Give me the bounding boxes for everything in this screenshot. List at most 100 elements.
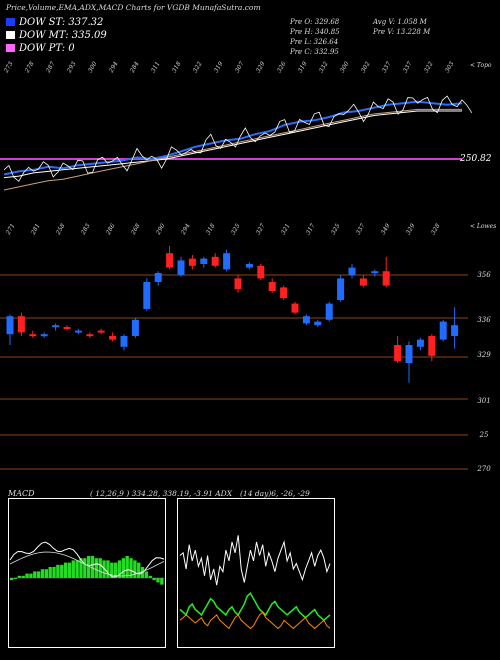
candle-body bbox=[17, 316, 25, 333]
candle-body bbox=[143, 282, 151, 309]
candle-top-label: 321 bbox=[280, 223, 292, 236]
macd-histogram-bar bbox=[94, 558, 99, 578]
candle-body bbox=[188, 258, 196, 266]
adx-line bbox=[179, 535, 331, 586]
candle-body bbox=[245, 264, 253, 268]
candle-body bbox=[314, 321, 322, 326]
stat-low: Pre L: 326.64 bbox=[290, 38, 339, 46]
candle-body bbox=[439, 321, 447, 340]
legend-label-mt: DOW MT: 335.09 bbox=[19, 30, 107, 41]
macd-histogram-bar bbox=[17, 575, 22, 578]
plus-di-line bbox=[179, 592, 331, 622]
candle-body bbox=[428, 336, 436, 356]
macd-histogram-bar bbox=[113, 562, 118, 578]
candle-body bbox=[291, 303, 299, 313]
macd-histogram-bar bbox=[117, 560, 122, 578]
macd-histogram-bar bbox=[137, 562, 141, 578]
candle-axis-label: 329 bbox=[477, 351, 491, 359]
macd-histogram-bar bbox=[21, 575, 25, 578]
ema-corner-label: < Topo bbox=[470, 62, 492, 69]
candle-top-label: 294 bbox=[179, 222, 191, 236]
candle-axis-label: 336 bbox=[477, 316, 491, 324]
candle-top-label: 283 bbox=[79, 222, 91, 236]
macd-histogram-bar bbox=[133, 560, 137, 578]
candle-body bbox=[394, 345, 402, 362]
legend-dow-st: DOW ST: 337.32 bbox=[6, 17, 103, 28]
candle-top-label: 286 bbox=[104, 222, 116, 236]
macd-histogram-bar bbox=[106, 560, 110, 578]
candle-body bbox=[177, 260, 185, 275]
candle-top-label: 317 bbox=[305, 222, 317, 236]
macd-histogram-bar bbox=[52, 567, 56, 578]
macd-histogram-bar bbox=[156, 578, 160, 583]
macd-histogram-bar bbox=[63, 562, 68, 578]
candle-body bbox=[120, 336, 128, 347]
macd-histogram-bar bbox=[67, 562, 72, 578]
ema-top-label: 329 bbox=[255, 60, 267, 74]
candle-top-label: 327 bbox=[255, 222, 267, 236]
legend-dow-pt: DOW PT: 0 bbox=[6, 43, 75, 54]
candle-top-label: 271 bbox=[4, 223, 16, 237]
candle-top-label: 318 bbox=[205, 222, 217, 236]
macd-histogram-bar bbox=[60, 564, 64, 578]
candle-body bbox=[257, 265, 265, 279]
candle-top-label: 329 bbox=[405, 222, 417, 236]
candle-body bbox=[268, 282, 276, 291]
macd-histogram-bar bbox=[144, 571, 149, 578]
candle-top-label: 328 bbox=[430, 222, 442, 236]
candle-body bbox=[325, 303, 333, 320]
macd-histogram-bar bbox=[152, 578, 156, 581]
macd-histogram-bar bbox=[129, 558, 133, 578]
macd-histogram-bar bbox=[160, 578, 164, 585]
stat-high: Pre H: 340.85 bbox=[290, 28, 340, 36]
candle-body bbox=[223, 253, 231, 270]
ema-top-label: 311 bbox=[150, 61, 162, 74]
candle-body bbox=[166, 253, 174, 268]
candle-top-label: 258 bbox=[54, 222, 66, 236]
stat-close: Pre C: 332.95 bbox=[290, 48, 339, 56]
macd-histogram-bar bbox=[102, 560, 106, 578]
candle-body bbox=[29, 334, 37, 337]
macd-histogram-bar bbox=[36, 571, 41, 578]
ema-top-label: 293 bbox=[65, 60, 77, 74]
ema-st-line bbox=[3, 100, 463, 176]
macd-histogram-bar bbox=[148, 575, 152, 578]
candle-top-label: 325 bbox=[330, 222, 342, 236]
candle-body bbox=[302, 316, 310, 324]
candle-top-label: 337 bbox=[355, 222, 367, 236]
macd-histogram-bar bbox=[44, 569, 48, 578]
macd-histogram-bar bbox=[110, 562, 114, 578]
minus-di-line bbox=[179, 611, 331, 630]
candle-body bbox=[405, 345, 413, 363]
ema-top-label: 307 bbox=[234, 60, 246, 74]
legend-swatch-pt bbox=[6, 44, 15, 52]
macd-histogram-bar bbox=[71, 560, 75, 578]
candle-axis-label: 270 bbox=[476, 465, 491, 473]
candle-body bbox=[348, 267, 356, 275]
ema-top-label: 278 bbox=[23, 60, 35, 74]
ema-top-label: 322 bbox=[423, 60, 435, 74]
macd-histogram-bar bbox=[90, 556, 95, 578]
macd-histogram-bar bbox=[125, 556, 129, 578]
candle-axis-label: 356 bbox=[477, 271, 491, 279]
legend-swatch-mt bbox=[6, 31, 15, 39]
macd-title: MACD bbox=[8, 489, 35, 498]
macd-histogram-bar bbox=[10, 578, 14, 581]
candle-body bbox=[6, 316, 14, 335]
ema-pt-line bbox=[3, 108, 462, 191]
candle-body bbox=[109, 336, 117, 340]
candle-axis-label: 301 bbox=[477, 397, 490, 405]
candle-body bbox=[451, 325, 459, 336]
candle-body bbox=[40, 334, 48, 337]
candle-body bbox=[280, 287, 288, 299]
candle-top-label: 281 bbox=[29, 223, 41, 237]
macd-histogram-bar bbox=[25, 573, 29, 578]
candle-body bbox=[359, 278, 367, 286]
ema-top-label: 273 bbox=[2, 60, 14, 74]
ema-top-label: 319 bbox=[213, 60, 225, 74]
legend-label-st: DOW ST: 337.32 bbox=[19, 17, 104, 28]
candle-body bbox=[371, 271, 379, 274]
stat-open: Pre O: 329.68 bbox=[290, 18, 340, 26]
macd-histogram-bar bbox=[98, 558, 102, 578]
